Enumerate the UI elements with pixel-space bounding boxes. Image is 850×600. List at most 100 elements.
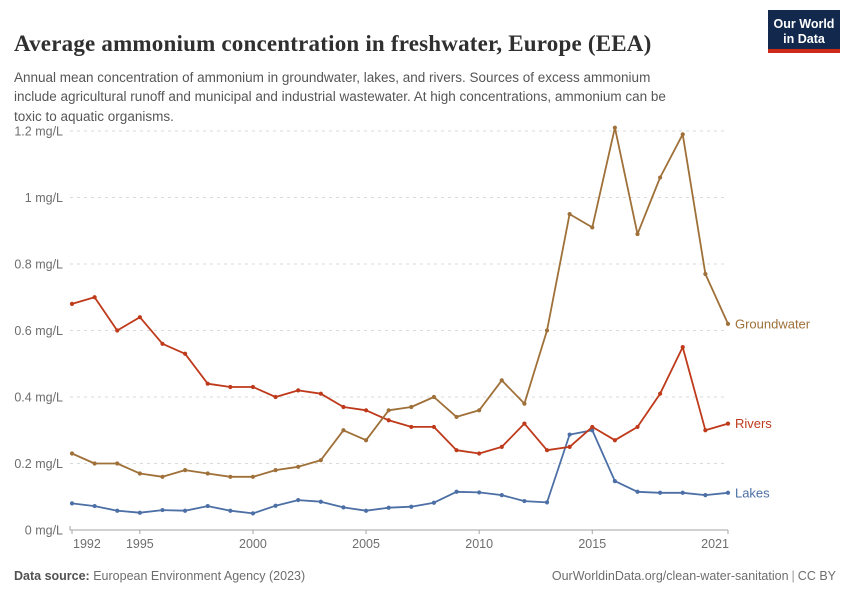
x-axis-label: 2005	[352, 537, 380, 551]
data-point-rivers-2007[interactable]	[409, 424, 414, 430]
data-point-lakes-1992[interactable]	[69, 501, 75, 506]
data-point-groundwater-2015[interactable]	[590, 225, 595, 230]
data-point-rivers-1998[interactable]	[205, 381, 210, 386]
data-point-rivers-1993[interactable]	[92, 295, 97, 300]
data-point-groundwater-2011[interactable]	[499, 378, 504, 383]
data-point-rivers-2018[interactable]	[658, 391, 663, 396]
data-point-lakes-2003[interactable]	[318, 499, 323, 504]
data-point-lakes-1999[interactable]	[228, 508, 233, 513]
license-label: CC BY	[797, 569, 836, 583]
data-point-rivers-1997[interactable]	[183, 351, 188, 356]
data-point-rivers-2017[interactable]	[635, 424, 640, 430]
data-point-rivers-2003[interactable]	[318, 391, 323, 396]
data-point-lakes-2007[interactable]	[409, 504, 414, 509]
data-point-rivers-2010[interactable]	[477, 451, 482, 456]
data-point-lakes-2006[interactable]	[386, 505, 391, 510]
data-point-lakes-2002[interactable]	[296, 497, 301, 503]
owid-logo[interactable]: Our World in Data	[768, 10, 840, 53]
data-point-groundwater-2006[interactable]	[386, 408, 391, 413]
data-point-groundwater-2020[interactable]	[703, 271, 708, 277]
data-point-rivers-2021[interactable]	[725, 421, 731, 426]
data-point-groundwater-2014[interactable]	[567, 212, 572, 217]
data-point-groundwater-1996[interactable]	[160, 474, 165, 479]
data-point-rivers-2014[interactable]	[567, 444, 572, 449]
data-point-groundwater-2021[interactable]	[725, 321, 731, 326]
data-point-rivers-1999[interactable]	[228, 384, 233, 390]
data-point-lakes-2015[interactable]	[590, 428, 595, 433]
data-point-rivers-2009[interactable]	[454, 448, 459, 453]
data-point-groundwater-1997[interactable]	[183, 468, 188, 473]
data-point-groundwater-2019[interactable]	[680, 132, 685, 137]
data-point-rivers-1992[interactable]	[69, 301, 75, 306]
series-line-groundwater[interactable]	[71, 126, 729, 478]
data-point-lakes-2004[interactable]	[341, 505, 346, 510]
data-point-groundwater-2001[interactable]	[273, 468, 278, 473]
data-point-groundwater-2018[interactable]	[658, 175, 663, 180]
data-point-lakes-2013[interactable]	[544, 500, 550, 505]
data-point-lakes-2017[interactable]	[635, 489, 640, 494]
data-point-rivers-2020[interactable]	[703, 428, 708, 433]
data-point-lakes-2001[interactable]	[273, 503, 278, 508]
chart-footer: Data source: European Environment Agency…	[0, 565, 850, 587]
y-axis-label: 0.4 mg/L	[14, 391, 63, 405]
data-point-rivers-2004[interactable]	[341, 404, 346, 410]
data-point-groundwater-2003[interactable]	[318, 458, 323, 463]
data-point-rivers-2002[interactable]	[296, 388, 301, 393]
chart-subtitle: Annual mean concentration of ammonium in…	[14, 69, 666, 124]
data-point-lakes-2011[interactable]	[499, 492, 504, 498]
data-point-groundwater-1998[interactable]	[205, 471, 210, 476]
data-point-rivers-2001[interactable]	[273, 394, 278, 400]
data-point-groundwater-2002[interactable]	[296, 464, 301, 469]
data-point-lakes-2000[interactable]	[250, 511, 256, 516]
data-point-groundwater-1994[interactable]	[115, 461, 120, 466]
data-point-groundwater-2017[interactable]	[635, 231, 640, 237]
data-point-rivers-2008[interactable]	[431, 424, 437, 430]
data-point-rivers-2019[interactable]	[680, 345, 685, 350]
data-point-rivers-2006[interactable]	[386, 418, 391, 423]
data-point-rivers-2000[interactable]	[250, 384, 256, 390]
data-point-lakes-2020[interactable]	[703, 492, 708, 498]
data-point-rivers-2015[interactable]	[590, 424, 595, 430]
data-point-lakes-2021[interactable]	[725, 490, 731, 495]
data-point-lakes-2009[interactable]	[454, 489, 459, 494]
data-point-lakes-1995[interactable]	[137, 510, 142, 515]
data-point-rivers-2013[interactable]	[544, 448, 550, 453]
series-label-groundwater: Groundwater	[735, 316, 811, 331]
data-point-groundwater-2010[interactable]	[477, 408, 482, 413]
series-line-rivers[interactable]	[71, 296, 729, 455]
data-point-groundwater-1993[interactable]	[92, 461, 97, 466]
data-point-groundwater-2005[interactable]	[363, 438, 369, 443]
data-point-groundwater-2009[interactable]	[454, 414, 459, 420]
data-point-lakes-2010[interactable]	[477, 490, 482, 495]
data-point-groundwater-2007[interactable]	[409, 404, 414, 410]
data-point-rivers-2005[interactable]	[363, 408, 369, 413]
data-point-lakes-2018[interactable]	[658, 490, 663, 495]
data-point-lakes-2008[interactable]	[431, 500, 437, 505]
data-point-groundwater-1992[interactable]	[69, 451, 75, 456]
data-point-groundwater-2004[interactable]	[341, 428, 346, 433]
data-point-lakes-2012[interactable]	[522, 498, 527, 504]
data-point-groundwater-2000[interactable]	[250, 474, 256, 479]
data-point-lakes-2019[interactable]	[680, 490, 685, 495]
data-point-groundwater-2013[interactable]	[544, 328, 550, 333]
data-point-groundwater-2016[interactable]	[612, 125, 617, 130]
data-point-rivers-1996[interactable]	[160, 341, 165, 346]
data-point-rivers-2012[interactable]	[522, 421, 527, 426]
data-point-groundwater-1999[interactable]	[228, 474, 233, 479]
data-point-groundwater-2008[interactable]	[431, 394, 437, 400]
data-point-lakes-1998[interactable]	[205, 503, 210, 509]
data-point-groundwater-2012[interactable]	[522, 401, 527, 406]
data-point-lakes-2014[interactable]	[567, 432, 572, 437]
series-line-lakes[interactable]	[71, 429, 729, 515]
data-point-lakes-1997[interactable]	[183, 508, 188, 513]
data-point-lakes-1996[interactable]	[160, 507, 165, 513]
data-point-groundwater-1995[interactable]	[137, 471, 142, 476]
data-point-lakes-1994[interactable]	[115, 508, 120, 513]
data-point-rivers-2016[interactable]	[612, 438, 617, 443]
data-point-rivers-1994[interactable]	[115, 328, 120, 333]
data-point-lakes-1993[interactable]	[92, 503, 97, 509]
data-point-lakes-2005[interactable]	[363, 508, 369, 513]
data-point-lakes-2016[interactable]	[612, 479, 617, 484]
data-point-rivers-1995[interactable]	[137, 315, 142, 320]
data-point-rivers-2011[interactable]	[499, 444, 504, 449]
